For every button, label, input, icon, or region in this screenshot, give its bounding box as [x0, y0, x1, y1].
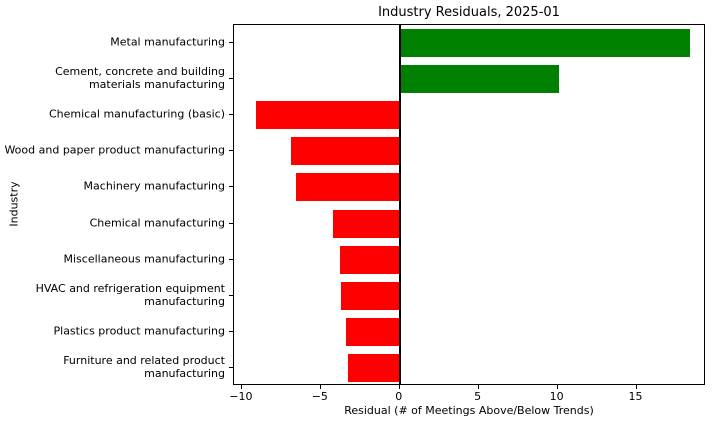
y-tick-label: Furniture and related product manufactur… — [63, 353, 225, 380]
y-tick-mark — [229, 78, 233, 80]
y-tick-label: HVAC and refrigeration equipment manufac… — [35, 281, 225, 308]
bar-2 — [399, 65, 560, 94]
bar-8 — [341, 281, 400, 310]
y-tick-label: Miscellaneous manufacturing — [63, 252, 226, 266]
bar-10 — [347, 353, 400, 382]
y-tick-label: Chemical manufacturing (basic) — [48, 107, 225, 121]
x-tick-label: 10 — [549, 390, 564, 403]
x-tick-mark — [635, 385, 637, 389]
x-tick-label: 0 — [395, 390, 403, 403]
y-tick-mark — [229, 186, 233, 188]
x-tick-label: −5 — [311, 390, 328, 403]
y-tick-mark — [229, 114, 233, 116]
x-tick-label: 15 — [628, 390, 643, 403]
bar-3 — [256, 101, 400, 130]
y-tick-mark — [229, 258, 233, 260]
x-axis-label: Residual (# of Meetings Above/Below Tren… — [344, 404, 594, 417]
bar-9 — [346, 317, 400, 346]
x-tick-mark — [556, 385, 558, 389]
bar-6 — [333, 209, 400, 238]
y-tick-label: Metal manufacturing — [110, 35, 225, 49]
y-tick-mark — [229, 294, 233, 296]
y-tick-mark — [229, 222, 233, 224]
x-tick-mark — [477, 385, 479, 389]
plot-area — [233, 24, 705, 385]
x-tick-mark — [240, 385, 242, 389]
x-tick-mark — [398, 385, 400, 389]
bar-1 — [399, 29, 691, 58]
y-tick-label: Plastics product manufacturing — [53, 324, 226, 338]
bar-7 — [339, 245, 400, 274]
y-tick-label: Chemical manufacturing — [89, 216, 225, 230]
y-tick-label: Machinery manufacturing — [83, 179, 225, 193]
bar-5 — [295, 173, 400, 202]
y-tick-label: Wood and paper product manufacturing — [4, 143, 225, 157]
x-tick-label: 5 — [474, 390, 482, 403]
y-tick-mark — [229, 150, 233, 152]
zero-line — [398, 25, 401, 384]
y-tick-mark — [229, 330, 233, 332]
y-tick-label: Cement, concrete and building materials … — [55, 65, 225, 92]
x-tick-label: −10 — [229, 390, 253, 403]
y-tick-mark — [229, 366, 233, 368]
x-tick-mark — [319, 385, 321, 389]
bar-4 — [290, 137, 400, 166]
y-tick-mark — [229, 42, 233, 44]
chart-title: Industry Residuals, 2025-01 — [378, 5, 560, 20]
